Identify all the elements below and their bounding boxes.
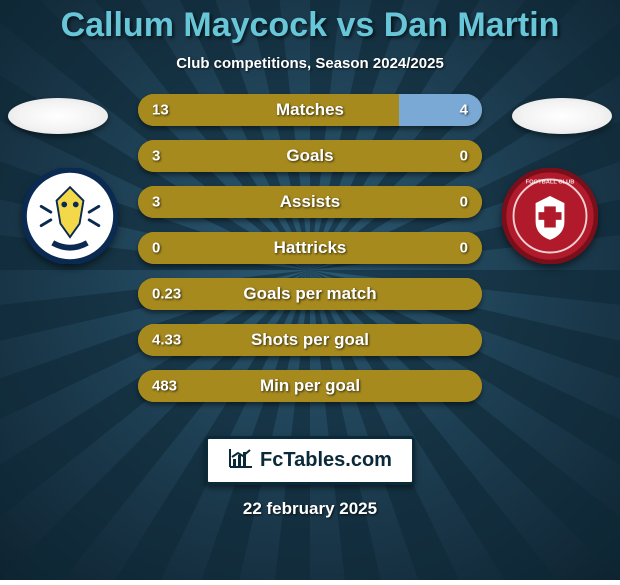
stat-value-left: 3 [152, 194, 160, 211]
stat-row: 3 Goals 0 [138, 140, 482, 172]
brand-chart-icon [228, 447, 254, 474]
stat-value-left: 483 [152, 378, 177, 395]
stat-label: Matches [276, 100, 344, 120]
stat-row: 0 Hattricks 0 [138, 232, 482, 264]
stat-label: Goals [286, 146, 333, 166]
stat-fill-left [138, 94, 399, 126]
player-left-ellipse [8, 98, 108, 134]
stat-bars: 13 Matches 4 3 Goals 0 3 Assists 0 0 Hattricks 0 0.2… [138, 94, 482, 402]
stat-label: Assists [280, 192, 340, 212]
stat-label: Hattricks [274, 238, 347, 258]
stat-value-left: 3 [152, 148, 160, 165]
stat-row: 483 Min per goal [138, 370, 482, 402]
stat-label: Min per goal [260, 376, 360, 396]
brand-badge: FcTables.com [205, 436, 415, 485]
stat-row: 3 Assists 0 [138, 186, 482, 218]
stat-fill-right [399, 94, 482, 126]
stat-value-right: 0 [460, 240, 468, 257]
stat-value-right: 0 [460, 148, 468, 165]
date-text: 22 february 2025 [243, 499, 377, 519]
stat-value-right: 4 [460, 102, 468, 119]
stat-value-left: 4.33 [152, 332, 181, 349]
brand-text: FcTables.com [260, 449, 392, 472]
stat-value-left: 13 [152, 102, 169, 119]
stat-label: Shots per goal [251, 330, 369, 350]
crest-left [22, 168, 118, 264]
comparison-area: FOOTBALL CLUB 13 Matches 4 3 Goals 0 3 Assists 0… [0, 94, 620, 414]
crest-right: FOOTBALL CLUB [502, 168, 598, 264]
stat-value-left: 0 [152, 240, 160, 257]
player-right-ellipse [512, 98, 612, 134]
stat-label: Goals per match [243, 284, 376, 304]
stat-value-left: 0.23 [152, 286, 181, 303]
stat-row: 4.33 Shots per goal [138, 324, 482, 356]
page-title: Callum Maycock vs Dan Martin [61, 6, 560, 45]
stat-row: 13 Matches 4 [138, 94, 482, 126]
svg-text:FOOTBALL CLUB: FOOTBALL CLUB [526, 179, 575, 185]
subtitle: Club competitions, Season 2024/2025 [176, 55, 444, 72]
stat-value-right: 0 [460, 194, 468, 211]
stat-row: 0.23 Goals per match [138, 278, 482, 310]
